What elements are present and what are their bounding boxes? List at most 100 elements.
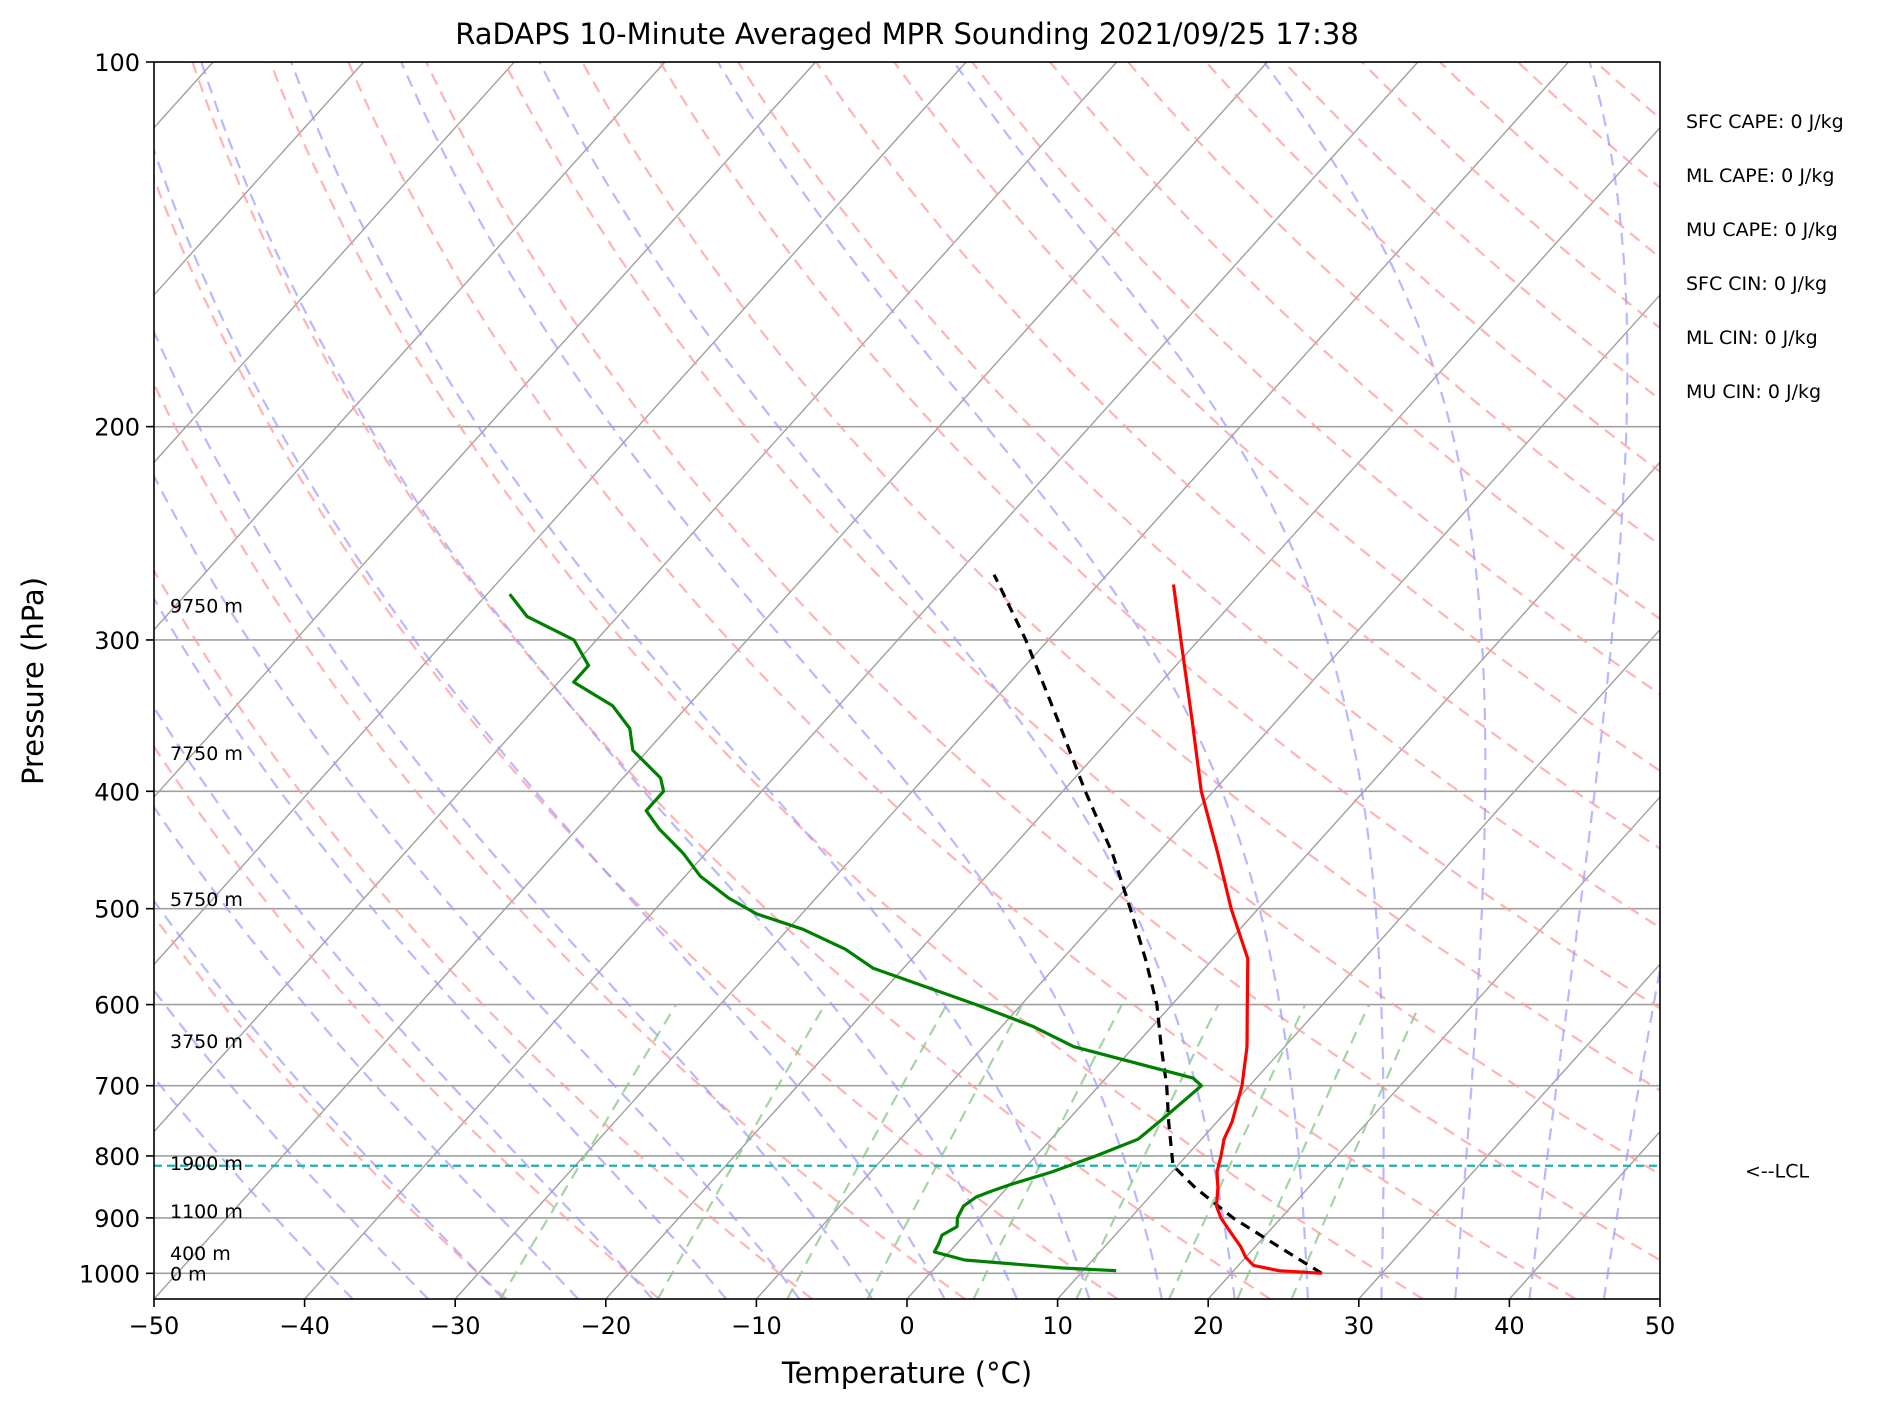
moist-adiabat-line: [154, 805, 580, 1299]
mixing-ratio-line: [1236, 1004, 1370, 1299]
mixing-ratio-line: [866, 1004, 1024, 1299]
isotherm-line: [1358, 963, 1660, 1299]
dry-adiabat-line: [581, 62, 1660, 1092]
height-label: 9750 m: [170, 596, 243, 618]
profiles: [508, 574, 1323, 1275]
plot-background: [154, 62, 1660, 1299]
mixing-ratio-line: [1075, 1004, 1220, 1299]
x-tick-label: −30: [430, 1312, 481, 1340]
isotherm-line: [154, 62, 666, 631]
stability-index: ML CAPE: 0 J/kg: [1686, 165, 1834, 187]
x-tick-label: 40: [1494, 1312, 1525, 1340]
moist-adiabat-line: [952, 62, 1385, 1299]
moist-adiabat-line: [154, 329, 874, 1299]
dry-adiabat-line: [154, 744, 661, 1299]
dry-adiabat-line: [154, 175, 1119, 1299]
dry-adiabat-line: [815, 62, 1660, 850]
stability-indices: SFC CAPE: 0 J/kg ML CAPE: 0 J/kg MU CAPE: …: [1686, 111, 1844, 403]
x-tick-label: −20: [580, 1312, 631, 1340]
y-tick-label: 400: [94, 778, 140, 806]
x-tick-label: 50: [1645, 1312, 1676, 1340]
dry-adiabat-line: [737, 62, 1660, 930]
y-tick-label: 800: [94, 1143, 140, 1171]
stability-index: MU CAPE: 0 J/kg: [1686, 219, 1838, 241]
dry-adiabat-line: [1049, 62, 1660, 621]
y-tick-label: 1000: [79, 1260, 140, 1288]
dry-adiabat-line: [659, 62, 1660, 1010]
mixing-ratio-line: [1168, 1004, 1307, 1299]
isotherm-line: [154, 62, 817, 799]
y-tick-label: 700: [94, 1073, 140, 1101]
y-tick-label: 600: [94, 992, 140, 1020]
height-label: 0 m: [170, 1263, 207, 1285]
dry-adiabat-line: [269, 62, 1424, 1299]
x-tick-label: −40: [279, 1312, 330, 1340]
mixing-ratio-line: [786, 1004, 948, 1299]
isotherm-line: [454, 62, 1570, 1299]
isotherm-line: [154, 62, 1268, 1299]
moist-adiabat-line: [200, 62, 1018, 1299]
moist-adiabat-line: [716, 62, 1309, 1299]
isotherm-line: [1659, 1297, 1660, 1299]
mixing-ratio-line: [972, 1004, 1123, 1299]
axis-ticks: −50 −40 −30 −20 −10 0 10 20 30 40 50 100 200 300 400 50…: [79, 49, 1675, 1340]
temperature-profile-line: [1171, 584, 1322, 1275]
isotherm-line: [1207, 795, 1660, 1299]
moist-adiabat-line: [154, 596, 728, 1299]
background-lines: [154, 62, 1660, 1299]
parcel-profile-line: [992, 574, 1323, 1275]
dry-adiabat-line: [1127, 62, 1660, 547]
lcl-label: <--LCL: [1745, 1161, 1809, 1183]
dry-adiabat-line: [347, 62, 1577, 1299]
mixing-ratio-line: [499, 1004, 678, 1299]
dry-adiabat-line: [425, 62, 1660, 1262]
dry-adiabat-line: [191, 62, 1271, 1299]
moist-adiabat-line: [1602, 963, 1660, 1299]
moist-adiabat-line: [154, 147, 946, 1299]
dry-adiabat-line: [503, 62, 1660, 1176]
isotherm-line: [605, 126, 1660, 1299]
y-tick-label: 300: [94, 627, 140, 655]
y-axis-label: Pressure (hPa): [16, 577, 50, 785]
height-label: 1100 m: [170, 1201, 243, 1223]
moist-adiabat-line: [1528, 62, 1629, 1299]
height-label: 5750 m: [170, 889, 243, 911]
moist-adiabat-line: [290, 62, 1091, 1299]
height-label: 3750 m: [170, 1031, 243, 1053]
plot-area: [154, 62, 1660, 1299]
x-tick-label: −10: [731, 1312, 782, 1340]
stability-index: ML CIN: 0 J/kg: [1686, 327, 1818, 349]
x-tick-label: 0: [899, 1312, 914, 1340]
dry-adiabat-line: [1205, 62, 1660, 473]
isotherm-line: [1057, 628, 1660, 1299]
moist-adiabat-line: [538, 62, 1236, 1299]
moist-adiabat-line: [154, 705, 654, 1299]
x-tick-label: 30: [1344, 1312, 1375, 1340]
moist-adiabat-line: [154, 899, 505, 1299]
moist-adiabat-line: [1263, 62, 1487, 1299]
y-tick-label: 100: [94, 49, 140, 77]
isotherm-line: [906, 461, 1660, 1299]
dry-adiabat-line: [154, 381, 966, 1299]
x-tick-label: −50: [129, 1312, 180, 1340]
isotherm-line: [154, 62, 1118, 1133]
y-tick-label: 200: [94, 414, 140, 442]
y-tick-label: 500: [94, 896, 140, 924]
dry-adiabat-line: [893, 62, 1660, 773]
chart-title: RaDAPS 10-Minute Averaged MPR Sounding 2…: [455, 17, 1359, 51]
stability-index: MU CIN: 0 J/kg: [1686, 381, 1821, 403]
stability-index: SFC CIN: 0 J/kg: [1686, 273, 1827, 295]
height-label: 400 m: [170, 1243, 231, 1265]
height-label: 1900 m: [170, 1153, 243, 1175]
moist-adiabat-line: [154, 473, 801, 1299]
mixing-ratio-line: [656, 1004, 826, 1299]
moist-adiabat-line: [400, 62, 1163, 1299]
isotherm-line: [154, 62, 365, 297]
isotherm-line: [154, 62, 967, 966]
x-tick-label: 20: [1193, 1312, 1224, 1340]
mixing-ratio-line: [1290, 1004, 1421, 1299]
dewpoint-profile-line: [508, 593, 1203, 1273]
